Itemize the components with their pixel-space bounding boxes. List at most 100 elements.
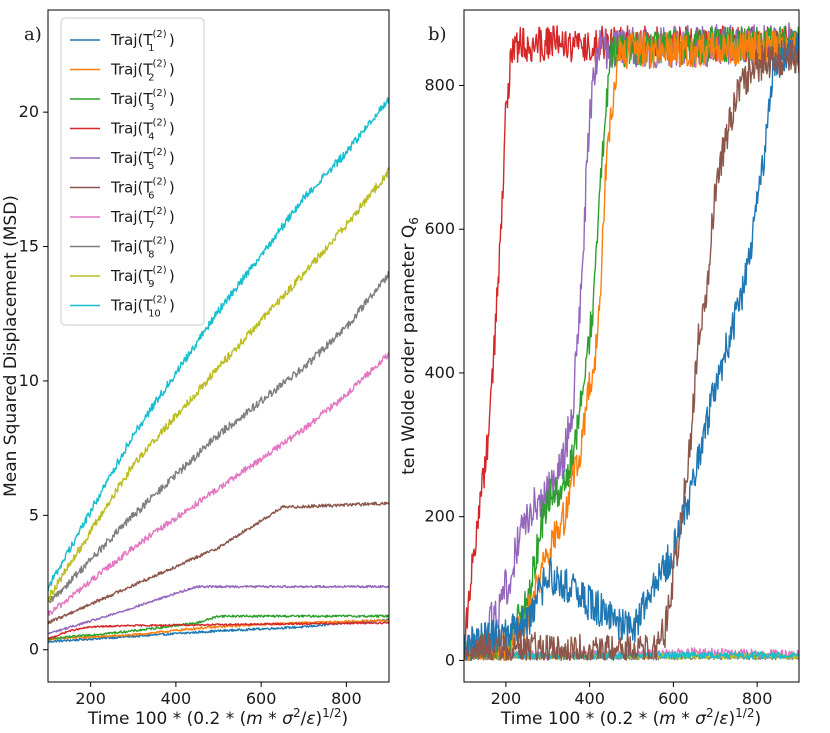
legend-label-main: Traj(T [110, 31, 153, 49]
q6-series-group [464, 22, 799, 662]
legend-label-sub: 3 [148, 102, 154, 113]
legend-label-sup: (2) [153, 236, 167, 247]
legend-label-main: Traj(T [110, 208, 153, 226]
legend-label-5: Traj(T(2) 5) [110, 147, 175, 172]
legend-label-9: Traj(T(2) 9) [110, 265, 175, 290]
legend-label-sub: 4 [148, 132, 154, 143]
q6-x-tick-label: 400 [574, 689, 605, 708]
q6-xlabel-part: ε [719, 709, 728, 729]
q6-xlabel-part: * [676, 709, 695, 729]
legend-label-close: ) [169, 31, 175, 49]
legend-label-sup: (2) [153, 177, 167, 188]
q6-xlabel-part: Time 100 [500, 709, 580, 729]
legend-label-sub: 5 [148, 161, 154, 172]
legend-label-sup: (2) [153, 147, 167, 158]
legend-label-close: ) [169, 208, 175, 226]
legend-label-8: Traj(T(2) 8) [110, 236, 175, 261]
msd-xlabel-part: / [301, 709, 307, 729]
q6-x-tick-label: 800 [742, 689, 773, 708]
q6-series-line-6 [464, 22, 799, 662]
msd-x-tick-label: 800 [331, 689, 362, 708]
legend-label-3: Traj(T(2) 3) [110, 88, 175, 113]
q6-ylabel-main: ten Wolde order parameter Q [399, 225, 419, 475]
msd-chart-panel: a) Mean Squared Displacement (MSD) 200 40… [1, 9, 390, 729]
msd-xlabel-part: 2 [293, 706, 301, 720]
legend-label-main: Traj(T [110, 90, 153, 108]
q6-xlabel-part: ) [729, 709, 736, 729]
q6-xlabel-part: 1/2 [735, 706, 754, 720]
msd-legend-box [60, 17, 205, 326]
legend-label-close: ) [169, 90, 175, 108]
q6-y-tick-label: 400 [424, 363, 455, 382]
msd-series-group [48, 97, 389, 643]
msd-series-line-10 [48, 97, 389, 592]
msd-y-tick-label: 20 [19, 102, 39, 121]
msd-y-tick-label: 0 [29, 640, 39, 659]
legend-label-main: Traj(T [110, 61, 153, 79]
q6-x-tick-label: 600 [658, 689, 689, 708]
legend-label-main: Traj(T [110, 120, 153, 138]
msd-xlabel-part: * [263, 709, 282, 729]
legend-label-sup: (2) [153, 88, 167, 99]
msd-y-tick-label: 10 [19, 371, 39, 390]
q6-plot-frame [463, 9, 800, 683]
legend-label-sup: (2) [153, 265, 167, 276]
panel-label-b: b) [428, 24, 447, 45]
legend-label-sup: (2) [153, 206, 167, 217]
legend-label-close: ) [169, 297, 175, 315]
legend-label-10: Traj(T(2) 10) [110, 295, 175, 320]
legend-label-sup: (2) [153, 29, 167, 40]
legend-label-main: Traj(T [110, 149, 153, 167]
msd-x-tick-label: 400 [161, 689, 192, 708]
legend-label-main: Traj(T [110, 179, 153, 197]
q6-y-ticks: 0 200 400 600 800 [424, 75, 464, 669]
q6-x-tick-label: 200 [491, 689, 522, 708]
legend-label-sub: 10 [148, 309, 161, 320]
msd-y-tick-label: 15 [19, 237, 39, 256]
q6-y-tick-label: 800 [424, 75, 455, 94]
msd-series-line-3 [48, 614, 389, 641]
legend-label-sub: 9 [148, 279, 154, 290]
legend-label-main: Traj(T [110, 267, 153, 285]
msd-xlabel-part: m [246, 709, 263, 729]
legend-label-close: ) [169, 61, 175, 79]
msd-series-line-8 [48, 271, 389, 604]
q6-y-axis-label: ten Wolde order parameter Q6 [399, 217, 421, 475]
legend-label-2: Traj(T(2) 2) [110, 59, 175, 84]
legend-label-4: Traj(T(2) 4) [110, 118, 175, 143]
msd-xlabel-part: ) [341, 709, 348, 729]
q6-xlabel-part: m [659, 709, 676, 729]
msd-xlabel-part: 1/2 [322, 706, 341, 720]
legend-label-sup: (2) [153, 118, 167, 129]
msd-x-tick-label: 200 [75, 689, 106, 708]
q6-xlabel-part: 2 [706, 706, 714, 720]
legend-label-sub: 7 [148, 220, 154, 231]
msd-y-axis-label: Mean Squared Displacement (MSD) [1, 195, 21, 497]
msd-series-line-9 [48, 166, 389, 603]
legend-label-sub: 1 [148, 43, 154, 54]
legend-label-close: ) [169, 238, 175, 256]
legend-label-sub: 6 [148, 191, 154, 202]
msd-xlabel-part: * (0.2 * ( [167, 709, 246, 729]
legend-label-close: ) [169, 120, 175, 138]
msd-y-tick-label: 5 [29, 505, 39, 524]
legend-label-main: Traj(T [110, 297, 153, 315]
legend-label-sup: (2) [153, 295, 167, 306]
msd-xlabel-part: ) [316, 709, 323, 729]
q6-xlabel-part: σ [695, 709, 707, 729]
q6-series-line-9 [464, 32, 799, 661]
msd-x-tick-label: 600 [246, 689, 277, 708]
legend-label-sup: (2) [153, 59, 167, 70]
legend-label-7: Traj(T(2) 7) [110, 206, 175, 231]
msd-series-line-7 [48, 351, 389, 616]
msd-legend: Traj(T(2) 1)Traj(T(2) 2)Traj(T(2) 3)Traj(T(… [60, 17, 205, 326]
msd-x-axis-label: Time 100 * (0.2 * (m * σ2/ε)1/2) [87, 706, 348, 729]
legend-label-1: Traj(T(2) 1) [110, 29, 175, 54]
q6-series-line-10 [464, 39, 799, 662]
legend-label-main: Traj(T [110, 238, 153, 256]
msd-y-ticks: 0 5 10 15 20 [19, 102, 48, 659]
q6-x-axis-label: Time 100 * (0.2 * (m * σ2/ε)1/2) [500, 706, 761, 729]
msd-x-ticks: 200 400 600 800 [75, 682, 362, 708]
msd-xlabel-part: ε [306, 709, 315, 729]
